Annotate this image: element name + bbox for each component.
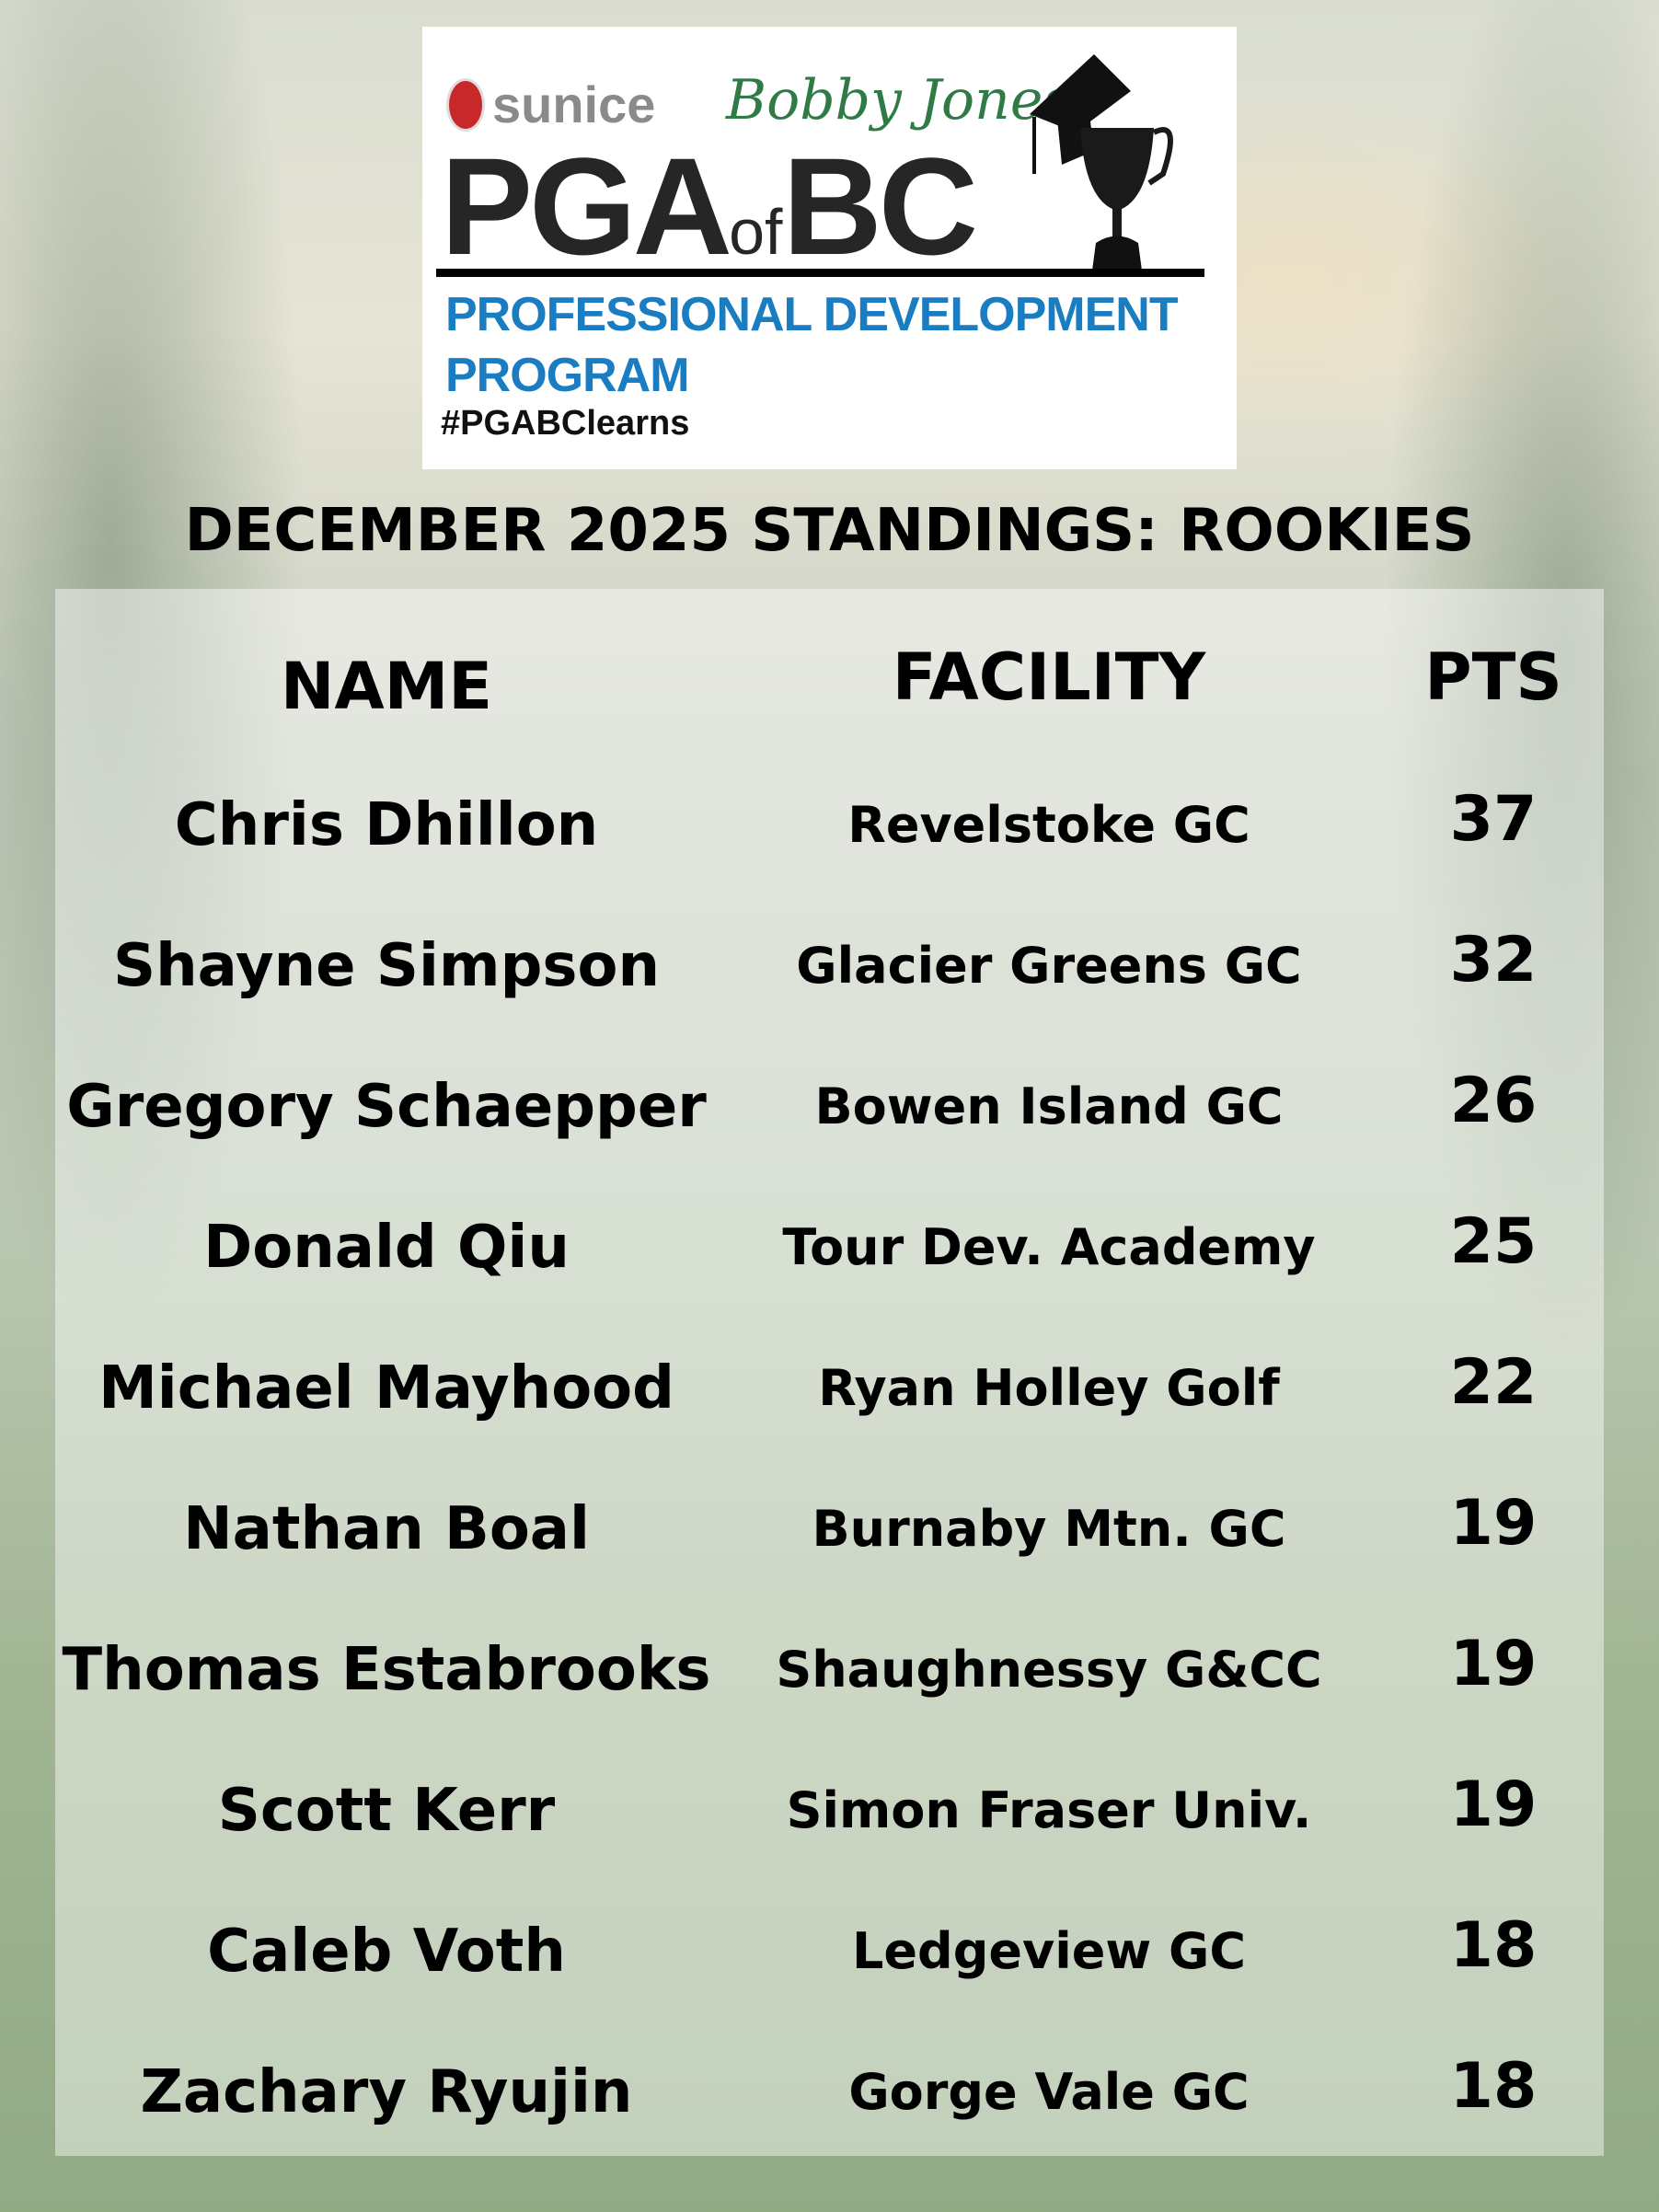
table-row: Gregory Schaepper Bowen Island GC 26 <box>55 1061 1604 1153</box>
of-text: of <box>729 196 783 268</box>
player-facility: Simon Fraser Univ. <box>786 1781 1312 1839</box>
table-row: Thomas Estabrooks Shaughnessy G&CC 19 <box>55 1624 1604 1716</box>
program-title: PROFESSIONAL DEVELOPMENT PROGRAM <box>445 284 1179 406</box>
player-name: Nathan Boal <box>183 1495 590 1563</box>
player-facility: Ryan Holley Golf <box>818 1359 1280 1417</box>
player-points: 18 <box>1449 2050 1538 2123</box>
bc-text: BC <box>782 129 978 283</box>
player-facility: Ledgeview GC <box>852 1922 1246 1980</box>
sunice-mark-icon <box>446 77 485 132</box>
player-facility: Burnaby Mtn. GC <box>812 1500 1286 1558</box>
header-facility: FACILITY <box>892 639 1206 715</box>
table-row: Zachary Ryujin Gorge Vale GC 18 <box>55 2046 1604 2138</box>
hashtag: #PGABClearns <box>441 404 690 443</box>
player-facility: Revelstoke GC <box>847 796 1250 854</box>
player-points: 26 <box>1449 1065 1538 1137</box>
player-name: Thomas Estabrooks <box>62 1636 711 1704</box>
program-line-1: PROFESSIONAL DEVELOPMENT <box>445 288 1179 341</box>
player-name: Chris Dhillon <box>174 791 599 859</box>
header-pts: PTS <box>1424 639 1562 715</box>
player-facility: Shaughnessy G&CC <box>776 1641 1322 1699</box>
sunice-text: sunice <box>492 75 656 133</box>
table-row: Donald Qiu Tour Dev. Academy 25 <box>55 1202 1604 1294</box>
player-facility: Gorge Vale GC <box>848 2063 1250 2121</box>
table-row: Scott Kerr Simon Fraser Univ. 19 <box>55 1765 1604 1857</box>
bobby-jones-logo: Bobby Jones <box>726 68 1072 132</box>
header-name: NAME <box>280 649 493 724</box>
player-points: 32 <box>1449 924 1538 997</box>
pga-text: PGA <box>441 129 732 283</box>
player-points: 37 <box>1449 783 1538 856</box>
standings-table: NAME FACILITY PTS Chris Dhillon Revelstok… <box>55 589 1604 2156</box>
pga-of-bc-wordmark: PGAofBC <box>441 137 978 301</box>
program-line-2: PROGRAM <box>445 349 690 402</box>
table-row: Caleb Voth Ledgeview GC 18 <box>55 1906 1604 1998</box>
player-name: Scott Kerr <box>217 1777 556 1845</box>
player-points: 25 <box>1449 1205 1538 1278</box>
player-name: Caleb Voth <box>207 1918 566 1986</box>
player-facility: Glacier Greens GC <box>796 937 1302 995</box>
sunice-logo: sunice <box>446 75 655 134</box>
player-name: Gregory Schaepper <box>66 1073 707 1141</box>
player-points: 19 <box>1449 1628 1538 1700</box>
trophy-grad-cap-icon <box>1030 54 1173 271</box>
player-name: Shayne Simpson <box>113 932 660 1000</box>
player-facility: Bowen Island GC <box>814 1077 1284 1135</box>
player-name: Donald Qiu <box>203 1214 570 1282</box>
table-row: Michael Mayhood Ryan Holley Golf 22 <box>55 1342 1604 1434</box>
player-name: Michael Mayhood <box>98 1354 674 1423</box>
table-row: Nathan Boal Burnaby Mtn. GC 19 <box>55 1483 1604 1575</box>
logo-divider <box>436 269 1204 277</box>
table-row: Chris Dhillon Revelstoke GC 37 <box>55 779 1604 871</box>
player-points: 18 <box>1449 1909 1538 1982</box>
player-facility: Tour Dev. Academy <box>782 1218 1316 1276</box>
page-title: DECEMBER 2025 STANDINGS: ROOKIES <box>184 497 1475 565</box>
table-header: NAME FACILITY PTS <box>55 635 1604 727</box>
player-points: 19 <box>1449 1768 1538 1841</box>
player-points: 22 <box>1449 1346 1538 1419</box>
player-points: 19 <box>1449 1487 1538 1560</box>
pga-bc-logo: sunice Bobby Jones PGAofBC PROFESSIONAL … <box>422 27 1237 469</box>
table-row: Shayne Simpson Glacier Greens GC 32 <box>55 920 1604 1012</box>
player-name: Zachary Ryujin <box>140 2058 633 2126</box>
